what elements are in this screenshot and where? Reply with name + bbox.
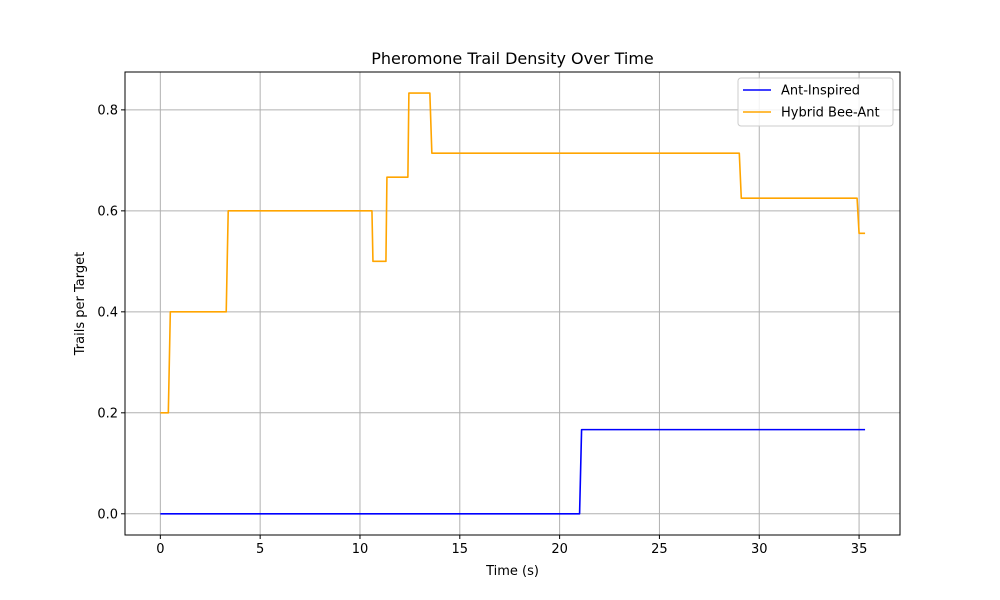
x-tick-label: 15: [452, 542, 469, 557]
y-tick-label: 0.6: [97, 204, 118, 219]
x-tick-label: 10: [352, 542, 369, 557]
series-line-1: [160, 92, 866, 414]
y-axis-label: Trails per Target: [73, 252, 88, 356]
x-tick-label: 35: [851, 542, 868, 557]
legend-label: Ant-Inspired: [781, 84, 860, 99]
y-tick-label: 0.8: [97, 103, 118, 118]
x-tick-label: 30: [751, 542, 768, 557]
x-tick-label: 0: [156, 542, 164, 557]
legend: Ant-Inspired Hybrid Bee-Ant: [737, 77, 894, 127]
x-tick-label: 5: [256, 542, 264, 557]
ticks: 0 5 10 15 20 25 30 35 0.0 0.2 0.4 0.6 0.8: [97, 103, 867, 557]
x-tick-label: 25: [651, 542, 668, 557]
x-tick-label: 20: [551, 542, 568, 557]
series-layer: [160, 92, 866, 515]
x-axis-label: Time (s): [485, 564, 539, 579]
y-tick-label: 0.2: [97, 406, 118, 421]
plot-frame: [124, 71, 901, 536]
legend-box: [737, 77, 894, 127]
chart-title: Pheromone Trail Density Over Time: [371, 49, 654, 68]
y-tick-label: 0.0: [97, 507, 118, 522]
series-line-0: [160, 428, 866, 515]
y-tick-label: 0.4: [97, 305, 118, 320]
legend-label: Hybrid Bee-Ant: [781, 106, 880, 121]
